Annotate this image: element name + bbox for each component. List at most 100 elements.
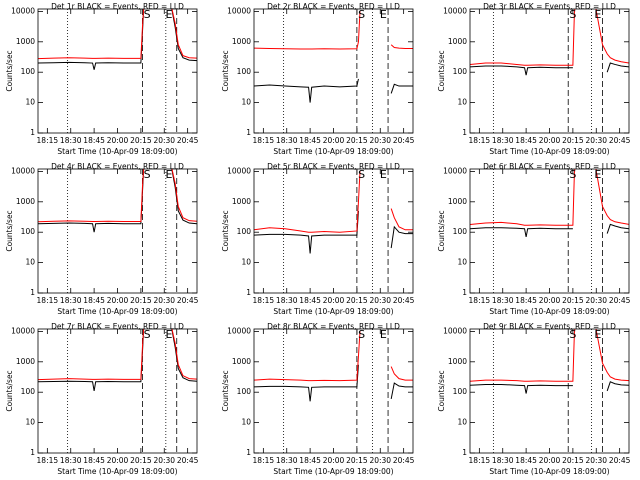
y-tick-label: 10000 [11,166,35,175]
annotation: S [144,8,151,21]
plot-area [254,331,413,402]
series-line [254,331,413,382]
x-tick-label: 20:45 [609,456,631,465]
annotation: E [594,168,601,181]
y-tick-label: 10000 [227,326,251,335]
y-tick-label: 1000 [16,37,35,46]
y-axis-label: Counts/sec [437,210,446,251]
annotation: E [165,168,172,181]
x-tick-label: 20:00 [539,456,561,465]
x-tick-label: 20:30 [153,296,175,305]
axes-frame [37,8,198,134]
x-tick-label: 18:30 [492,136,514,145]
x-tick-label: 18:15 [469,456,491,465]
y-tick-label: 10000 [11,326,35,335]
x-tick-label: 20:00 [539,136,561,145]
y-tick-label: 100 [237,67,252,76]
y-tick-label: 1000 [16,357,35,366]
x-tick-label: 18:15 [37,136,59,145]
x-tick-label: 20:00 [323,456,345,465]
y-tick-label: 10 [241,98,251,107]
x-tick-label: 20:30 [153,456,175,465]
x-axis-label: Start Time (10-Apr-09 18:09:00) [273,467,393,476]
x-tick-label: 18:45 [83,136,105,145]
x-tick-label: 20:30 [369,456,391,465]
y-tick-label: 10 [457,258,467,267]
x-tick-label: 20:45 [393,456,415,465]
annotation: S [569,168,576,181]
y-tick-label: 10 [25,258,35,267]
y-tick-label: 10 [457,98,467,107]
series-line [254,78,413,103]
plot-area [38,9,197,70]
series-line [254,171,413,233]
panel: Det 2r BLACK = Events, RED = LLD Counts/s… [221,2,415,156]
x-tick-label: 18:15 [37,296,59,305]
panel: Det 7r BLACK = Events, RED = LLD Counts/s… [5,322,199,476]
chart-title: Det 1r BLACK = Events, RED = LLD [51,2,184,11]
series-line [254,210,413,254]
x-axis-label: Start Time (10-Apr-09 18:09:00) [57,147,177,156]
panel: Det 6r BLACK = Events, RED = LLD Counts/s… [437,162,631,316]
annotation: E [165,8,172,21]
panel: Det 5r BLACK = Events, RED = LLD Counts/s… [221,162,415,316]
x-tick-label: 18:30 [60,296,82,305]
y-tick-label: 100 [237,227,252,236]
x-tick-label: 18:30 [492,296,514,305]
annotation: S [358,168,365,181]
series-line [470,9,629,66]
plot-area [38,169,197,233]
x-tick-label: 18:45 [515,296,537,305]
x-tick-label: 18:15 [37,456,59,465]
y-tick-label: 1 [246,288,251,297]
y-axis-label: Counts/sec [437,50,446,91]
y-tick-label: 1 [30,128,35,137]
x-tick-label: 20:15 [346,296,368,305]
y-tick-label: 1000 [232,197,251,206]
chart-title: Det 4r BLACK = Events, RED = LLD [51,162,184,171]
x-tick-label: 18:15 [253,136,275,145]
plot-area [38,329,197,392]
axes-frame [253,168,414,294]
series-line [254,364,413,402]
chart-title: Det 2r BLACK = Events, RED = LLD [267,2,400,11]
series-line [470,329,629,382]
x-tick-label: 20:45 [393,296,415,305]
axes-frame [469,8,630,134]
y-tick-label: 1 [462,448,467,457]
panel: Det 8r BLACK = Events, RED = LLD Counts/s… [221,322,415,476]
x-tick-label: 18:45 [299,296,321,305]
y-tick-label: 1000 [448,37,467,46]
x-tick-label: 18:15 [253,456,275,465]
x-tick-label: 20:30 [585,136,607,145]
x-tick-label: 20:45 [609,136,631,145]
x-axis-label: Start Time (10-Apr-09 18:09:00) [489,147,609,156]
x-tick-label: 20:30 [585,456,607,465]
plot-area [470,9,629,76]
y-tick-label: 1 [462,288,467,297]
axes-frame [469,168,630,294]
x-axis-label: Start Time (10-Apr-09 18:09:00) [273,307,393,316]
y-tick-label: 100 [21,67,36,76]
y-tick-label: 100 [453,67,468,76]
series-line [254,11,413,50]
x-tick-label: 18:45 [83,456,105,465]
y-axis-label: Counts/sec [437,370,446,411]
y-tick-label: 1 [30,448,35,457]
x-tick-label: 20:15 [562,456,584,465]
y-axis-label: Counts/sec [221,50,230,91]
y-tick-label: 10000 [443,166,467,175]
y-tick-label: 100 [453,387,468,396]
x-tick-label: 18:45 [515,136,537,145]
x-tick-label: 20:30 [153,136,175,145]
annotation: S [144,328,151,341]
x-tick-label: 20:15 [562,136,584,145]
x-tick-label: 20:00 [539,296,561,305]
x-axis-label: Start Time (10-Apr-09 18:09:00) [273,147,393,156]
y-tick-label: 10000 [443,6,467,15]
x-tick-label: 18:30 [492,456,514,465]
axes-frame [253,8,414,134]
y-tick-label: 1000 [232,37,251,46]
